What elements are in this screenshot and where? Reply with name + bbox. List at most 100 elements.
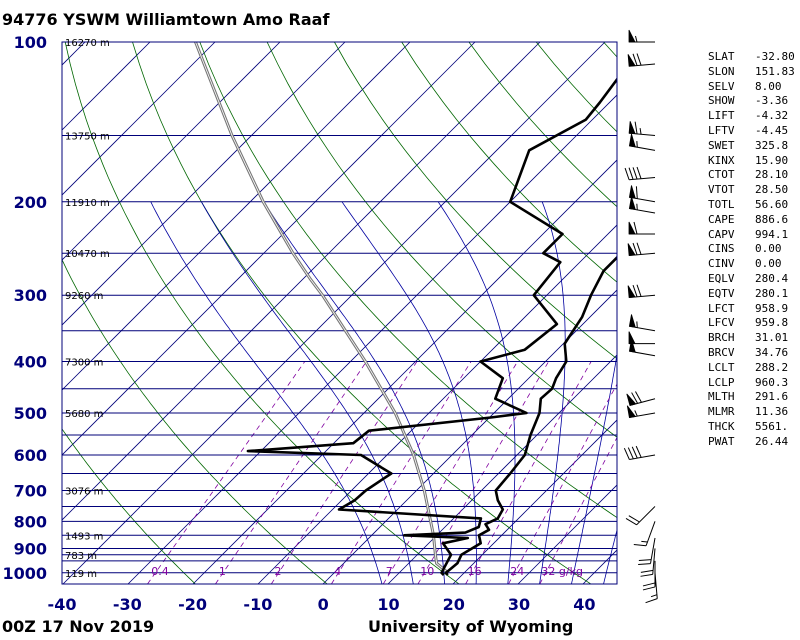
- index-row: SHOW -3.36: [708, 94, 795, 109]
- index-value: 0.00: [755, 242, 782, 256]
- index-row: BRCV 34.76: [708, 346, 795, 361]
- wind-barb: [626, 391, 656, 406]
- index-name: LCLT: [708, 360, 735, 374]
- height-label: 119 m: [65, 569, 97, 580]
- wind-barb: [627, 53, 656, 67]
- chart-title: 94776 YSWM Williamtown Amo Raaf: [2, 10, 330, 29]
- mixing-ratio-label: 2: [274, 565, 281, 578]
- isotherm-line: [322, 289, 617, 584]
- index-row: VTOT 28.50: [708, 183, 795, 198]
- mixing-ratio-label: 10: [420, 565, 434, 578]
- index-name: LFCT: [708, 301, 735, 315]
- temperature-profile-line: [444, 255, 617, 576]
- mixing-ratio-label: 0.4: [151, 565, 169, 578]
- index-row: LIFT -4.32: [708, 109, 795, 124]
- index-row: SLAT -32.80: [708, 50, 795, 65]
- wind-barb: [628, 221, 655, 235]
- index-name: SLAT: [708, 50, 735, 63]
- height-label: 9260 m: [65, 291, 103, 302]
- isotherm-line: [62, 42, 541, 521]
- index-row: LFCT 958.9: [708, 302, 795, 317]
- index-row: SLON 151.83: [708, 65, 795, 80]
- y-tick-label: 400: [14, 353, 47, 372]
- observation-time: 00Z 17 Nov 2019: [2, 617, 155, 636]
- index-name: EQTV: [708, 286, 735, 300]
- isotherm-lines: [0, 42, 617, 584]
- wind-barb: [638, 537, 656, 565]
- index-name: SWET: [708, 138, 735, 152]
- dry-adiabat-line: [401, 42, 617, 283]
- index-row: CAPE 886.6: [708, 213, 795, 228]
- index-row: MLMR 11.36: [708, 405, 795, 420]
- moist-adiabat-line: [341, 201, 477, 584]
- moist-adiabat-lines: [150, 201, 617, 584]
- mixing-ratio-line: [465, 361, 592, 584]
- isotherm-line: [0, 42, 20, 584]
- mixing-ratio-line: [331, 361, 472, 584]
- isotherm-line: [62, 42, 281, 261]
- index-row: SWET 325.8: [708, 139, 795, 154]
- index-name: EQLV: [708, 271, 735, 285]
- index-name: LFTV: [708, 123, 735, 137]
- dry-adiabat-line: [199, 42, 617, 519]
- dry-adiabat-line: [62, 428, 196, 584]
- isotherm-line: [452, 419, 617, 584]
- parcel-path-line: [194, 42, 449, 574]
- y-tick-label: 600: [14, 446, 47, 465]
- x-tick-label: -40: [48, 595, 77, 614]
- index-name: BRCH: [708, 331, 735, 345]
- axis-labels: 0.4 1 2 4 7 10 16 24 32 g/kg10020030040050060070…: [2, 33, 595, 614]
- dewpoint-profile-line: [246, 77, 617, 576]
- mixing-ratio-label: 16: [468, 565, 482, 578]
- index-name: KINX: [708, 153, 735, 167]
- height-label: 11910 m: [65, 198, 110, 209]
- mixing-ratio-label: 1: [219, 565, 226, 578]
- moist-adiabat-line: [603, 528, 617, 584]
- dry-adiabat-lines: [62, 42, 617, 584]
- index-value: 959.8: [755, 316, 789, 330]
- index-value: 994.1: [755, 227, 789, 241]
- index-value: 280.1: [755, 286, 789, 300]
- wind-barb: [645, 572, 658, 604]
- wind-barb: [628, 185, 656, 203]
- index-value: 288.2: [755, 360, 789, 374]
- index-name: MLTH: [708, 390, 735, 404]
- index-value: 11.36: [755, 405, 789, 419]
- index-row: CAPV 994.1: [708, 228, 795, 243]
- index-row: PWAT 26.44: [708, 435, 795, 450]
- wind-barb: [628, 339, 656, 357]
- index-name: MLMR: [708, 405, 735, 419]
- mixing-ratio-line: [147, 361, 306, 584]
- index-row: CINV 0.00: [708, 257, 795, 272]
- dry-adiabat-line: [334, 42, 617, 360]
- index-value: 34.76: [755, 345, 789, 359]
- index-row: TOTL 56.60: [708, 198, 795, 213]
- sounding-profiles: [194, 42, 617, 576]
- x-tick-label: -10: [243, 595, 272, 614]
- wind-barb: [627, 242, 656, 256]
- index-value: 958.9: [755, 301, 789, 315]
- index-value: -32.80: [755, 50, 795, 63]
- moist-adiabat-line: [539, 201, 566, 584]
- mixing-ratio-label: 32 g/kg: [541, 565, 583, 578]
- dry-adiabat-line: [266, 42, 617, 438]
- height-label: 783 m: [65, 551, 97, 562]
- mixing-ratio-lines: [147, 361, 617, 584]
- index-value: 26.44: [755, 434, 789, 448]
- y-tick-label: 800: [14, 512, 47, 531]
- index-row: CTOT 28.10: [708, 168, 795, 183]
- isotherm-line: [62, 42, 476, 456]
- index-name: CAPV: [708, 227, 735, 241]
- index-value: 291.6: [755, 390, 789, 404]
- index-row: EQLV 280.4: [708, 272, 795, 287]
- index-value: 28.50: [755, 183, 789, 197]
- mixing-ratio-label: 7: [386, 565, 393, 578]
- wind-barb: [628, 314, 656, 332]
- index-row: KINX 15.90: [708, 154, 795, 169]
- index-value: 151.83: [755, 64, 795, 78]
- index-name: SLON: [708, 64, 735, 78]
- moist-adiabat-line: [437, 201, 516, 584]
- index-value: 5561.: [755, 419, 789, 433]
- mixing-ratio-line: [539, 436, 617, 584]
